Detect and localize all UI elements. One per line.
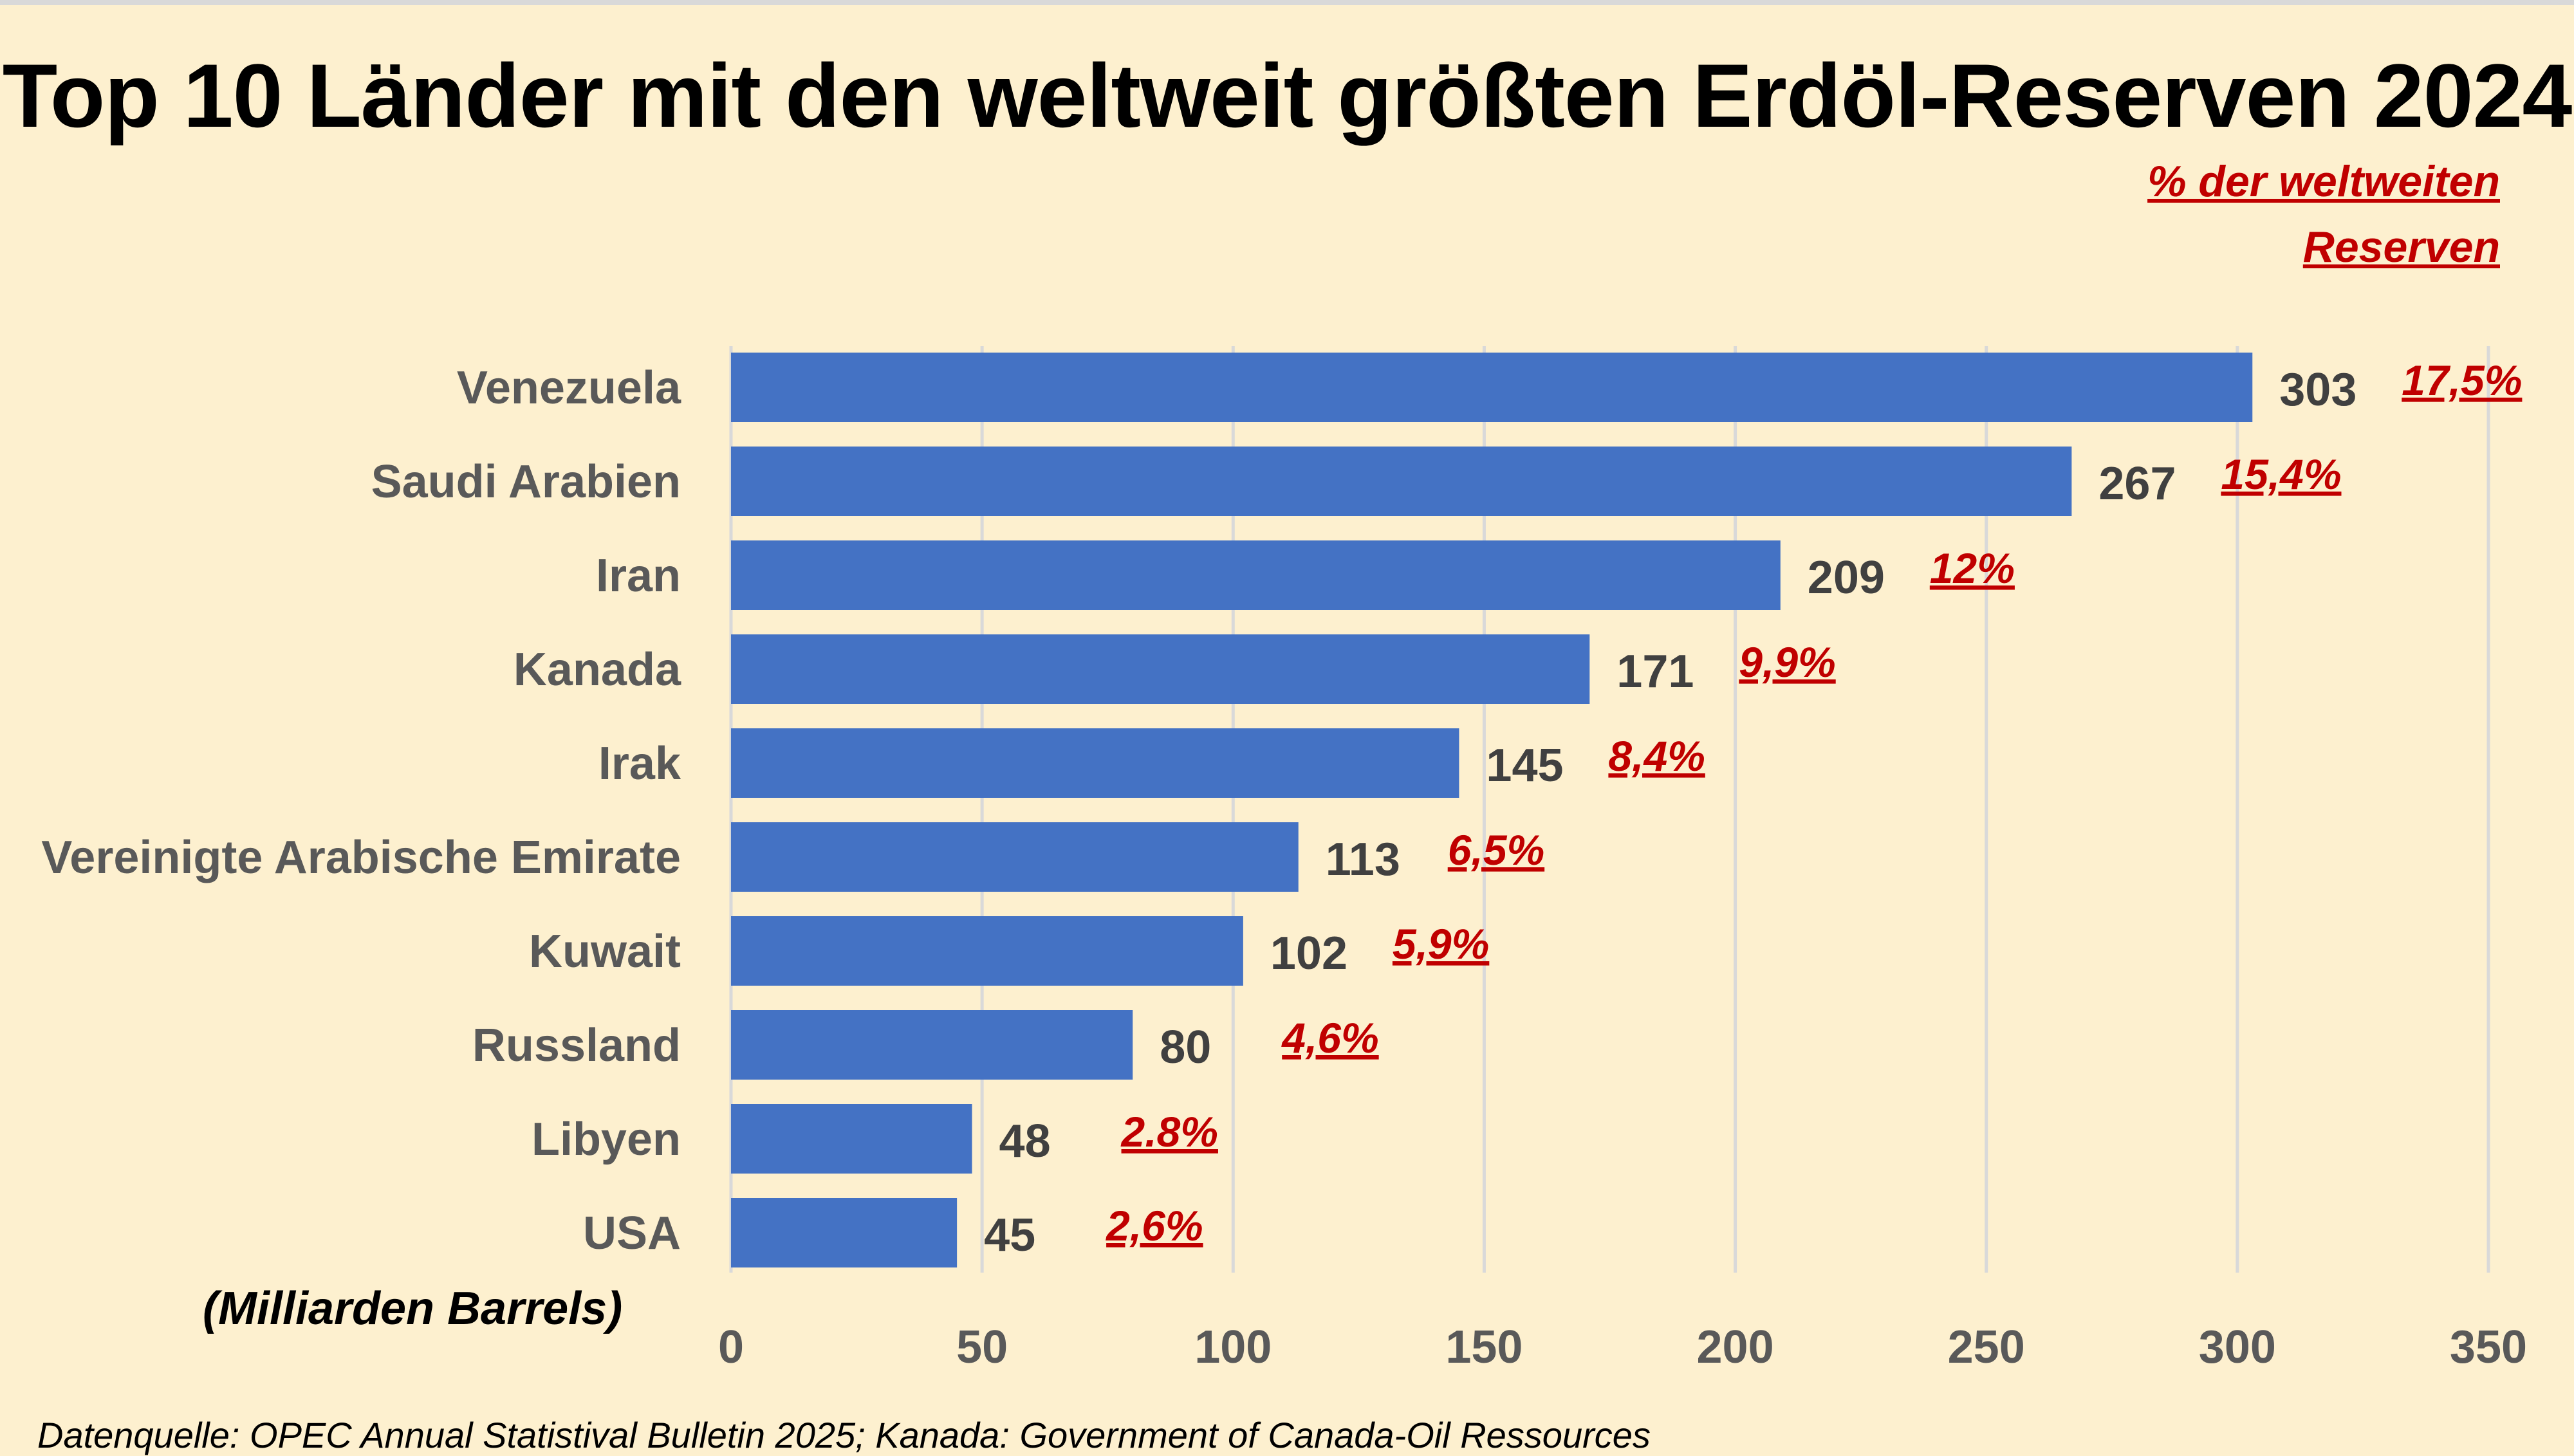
bar [731, 634, 1590, 704]
bar [731, 822, 1299, 892]
x-tick-label: 100 [1194, 1322, 1272, 1373]
percent-label: 2,6% [1105, 1202, 1203, 1249]
category-label: Vereinigte Arabische Emirate [41, 832, 681, 883]
x-tick-label: 0 [718, 1322, 744, 1373]
percent-label: 4,6% [1281, 1014, 1378, 1062]
source-note: Datenquelle: OPEC Annual Statistival Bul… [37, 1415, 1651, 1455]
labels: 0 50 100 150 200 250 300 350 Venezuela 303 17,5% Sa… [41, 356, 2527, 1373]
x-tick-label: 300 [2199, 1322, 2276, 1373]
chart-title: Top 10 Länder mit den weltweit größten E… [2, 45, 2573, 146]
percent-label: 9,9% [1739, 638, 1835, 686]
value-label: 80 [1160, 1022, 1211, 1073]
category-label: Venezuela [457, 362, 681, 414]
category-label: USA [583, 1208, 681, 1259]
value-label: 113 [1326, 834, 1400, 885]
value-label: 209 [1808, 552, 1885, 604]
bar [731, 540, 1781, 610]
value-label: 102 [1270, 928, 1347, 979]
percent-header-line-2: Reserven [2302, 223, 2500, 272]
percent-label: 8,4% [1608, 732, 1705, 780]
category-label: Russland [472, 1020, 681, 1071]
value-label: 48 [999, 1116, 1051, 1167]
percent-label: 6,5% [1448, 826, 1544, 874]
bar [731, 1104, 972, 1174]
category-label: Kanada [514, 644, 681, 696]
percent-label: 17,5% [2402, 356, 2522, 404]
x-tick-label: 50 [956, 1322, 1008, 1373]
bar [731, 447, 2072, 516]
bar-chart: 0 50 100 150 200 250 300 350 Venezuela 303 17,5% Sa… [41, 346, 2527, 1373]
x-tick-label: 200 [1697, 1322, 1774, 1373]
value-label: 267 [2098, 458, 2176, 510]
category-label: Irak [598, 738, 681, 789]
percent-label: 12% [1930, 544, 2015, 592]
value-label: 145 [1486, 740, 1563, 791]
value-label: 45 [984, 1210, 1035, 1261]
value-label: 303 [2279, 364, 2356, 416]
axis-unit-label: (Milliarden Barrels) [203, 1283, 623, 1334]
percent-label: 15,4% [2221, 450, 2341, 498]
bar [731, 916, 1243, 986]
category-label: Libyen [532, 1114, 681, 1165]
category-label: Kuwait [529, 926, 681, 977]
bar [731, 353, 2253, 422]
percent-header-line-1: % der weltweiten [2147, 157, 2500, 206]
category-label: Saudi Arabien [371, 456, 681, 508]
bar [731, 1010, 1133, 1080]
category-label: Iran [596, 550, 681, 602]
value-label: 171 [1616, 646, 1694, 697]
x-tick-label: 250 [1948, 1322, 2025, 1373]
x-tick-label: 350 [2450, 1322, 2527, 1373]
bar [731, 728, 1459, 798]
bars [731, 353, 2253, 1267]
bar [731, 1198, 958, 1267]
percent-label: 5,9% [1393, 920, 1489, 968]
percent-label: 2.8% [1120, 1108, 1218, 1156]
x-tick-label: 150 [1445, 1322, 1523, 1373]
